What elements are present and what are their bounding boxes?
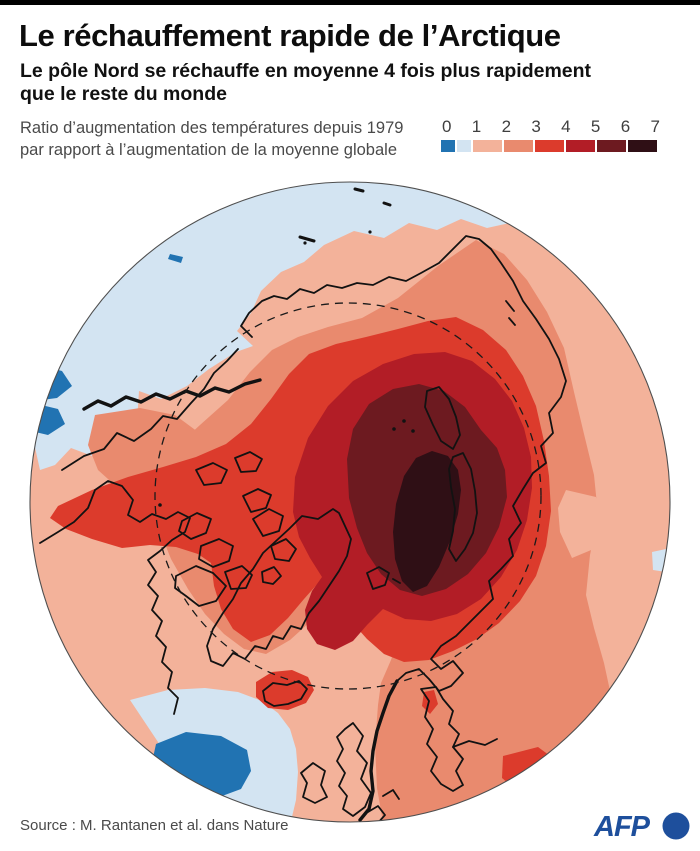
coastline-denmark: [367, 789, 400, 822]
coastline-novaya-zemlya-south: [448, 452, 478, 562]
coastline-novaya-zemlya-north: [424, 386, 461, 450]
top-black-bar: [0, 0, 700, 5]
legend-swatch-7: [628, 140, 657, 152]
arctic-circle-dashed-line: [154, 302, 542, 690]
franz-josef-dot-1: [392, 427, 396, 431]
legend-tick-6: 6: [620, 117, 631, 136]
subtitle-line1: Le pôle Nord se réchauffe en moyenne 4 f…: [20, 60, 592, 82]
subtitle: Le pôle Nord se réchauffe en moyenne 4 f…: [20, 60, 640, 106]
legend-tick-labels: 0 1 2 3 4 5 6 7: [441, 117, 661, 137]
coastline-arctic-island-4: [270, 538, 297, 562]
coastline-arctic-island-3: [252, 508, 284, 537]
legend-tick-3: 3: [531, 117, 541, 136]
map-region-ratio-7: [393, 451, 461, 592]
coastline-severnaya-zemlya: [505, 300, 516, 326]
island-dots: [158, 230, 415, 507]
color-scale-legend: 0 1 2 3 4 5 6 7: [441, 117, 661, 152]
franz-josef-dot-3: [411, 429, 415, 433]
legend-swatches: [441, 140, 661, 152]
coastline-alaska-bering: [61, 348, 239, 471]
coastline-arctic-island-8: [195, 462, 228, 486]
coastlines: [39, 187, 567, 822]
coastline-siberian-islets: [353, 187, 392, 207]
coastline-arctic-island-9: [234, 451, 263, 473]
map-region-ratio-2-pocket-b: [558, 300, 602, 356]
afp-logo-text: AFP: [593, 811, 651, 843]
legend-description-line1: Ratio d’augmentation des températures de…: [20, 119, 404, 137]
coastline-iceland: [262, 680, 308, 707]
coastline-ireland: [300, 762, 328, 804]
legend-tick-2: 2: [501, 117, 512, 136]
map-region-ratio-0-speck: [168, 254, 183, 263]
legend-swatch-5: [566, 140, 595, 152]
page-title: Le réchauffement rapide de l’Arctique: [19, 18, 561, 53]
coastline-arctic-island-1: [178, 512, 212, 540]
legend-swatch-4: [535, 140, 564, 152]
afp-logo-circle: [662, 812, 690, 840]
coastline-arctic-island-7: [261, 566, 282, 585]
coastline-arctic-island-5: [242, 488, 272, 513]
subtitle-line2: que le reste du monde: [20, 83, 227, 105]
coastline-arctic-island-6: [224, 565, 253, 590]
franz-josef-dot-2: [402, 419, 406, 423]
map-region-ratio-1-rim-spot: [652, 549, 670, 572]
afp-logo: AFP: [593, 811, 690, 843]
coastline-gulf-of-finland: [452, 738, 498, 748]
legend-tick-1: 1: [471, 117, 482, 136]
coastline-aleutians: [82, 378, 262, 411]
coastline-arctic-island-2: [198, 538, 234, 568]
legend-description: Ratio d’augmentation des températures de…: [20, 117, 445, 161]
legend-swatch-1: [457, 140, 471, 152]
islet-dot-3: [368, 230, 372, 234]
legend-swatch-2: [473, 140, 502, 152]
map-outline-circle: [29, 181, 671, 823]
legend-swatch-3: [504, 140, 533, 152]
islet-dot-1: [158, 503, 162, 507]
legend-tick-4: 4: [561, 117, 571, 136]
coastline-svalbard: [366, 566, 401, 590]
islet-dot-2: [303, 241, 307, 245]
legend-tick-5: 5: [590, 117, 601, 136]
legend-tick-0: 0: [442, 117, 452, 136]
legend-swatch-6: [597, 140, 626, 152]
legend-tick-7: 7: [650, 117, 660, 136]
legend-swatch-0: [441, 140, 455, 152]
coastline-norway: [358, 679, 399, 822]
map-region-ratio-2-pocket-a: [558, 490, 604, 558]
coastline-great-britain: [336, 722, 372, 817]
coastline-baltic: [420, 686, 464, 792]
coastline-eurasia: [240, 235, 567, 692]
coastline-wrangel: [298, 235, 316, 243]
source-credit: Source : M. Rantanen et al. dans Nature: [20, 817, 289, 834]
coastline-baffin: [174, 565, 227, 607]
coastline-north-america: [39, 480, 191, 715]
legend-description-line2: par rapport à l’augmentation de la moyen…: [20, 141, 398, 159]
